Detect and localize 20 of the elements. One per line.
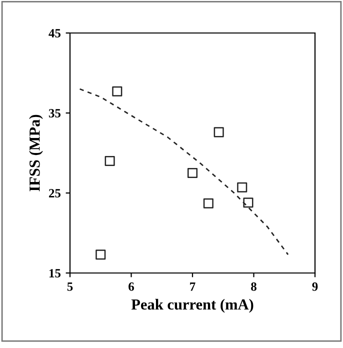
point (203, 198, 214, 208)
x-tick-label: 8 (251, 282, 256, 291)
point (237, 182, 248, 192)
point (214, 127, 224, 138)
y-tick-label: 25 (49, 189, 61, 198)
y-tick-label: 15 (49, 269, 61, 278)
x-axis-title: Peak current (mA) (131, 298, 254, 313)
point (187, 168, 198, 178)
line-series (79, 88, 289, 256)
point (104, 156, 115, 166)
x-tick-label: 9 (312, 282, 318, 291)
x-tick-label: 5 (67, 282, 73, 291)
x-tick-label: 6 (128, 282, 134, 291)
y-tick-label: 45 (48, 29, 61, 38)
point (112, 86, 122, 96)
point (243, 198, 254, 208)
point (96, 250, 106, 260)
x-tick-label: 7 (190, 282, 196, 291)
y-axis-title: IFSS (MPa) (29, 114, 43, 192)
y-tick-label: 35 (48, 109, 61, 118)
